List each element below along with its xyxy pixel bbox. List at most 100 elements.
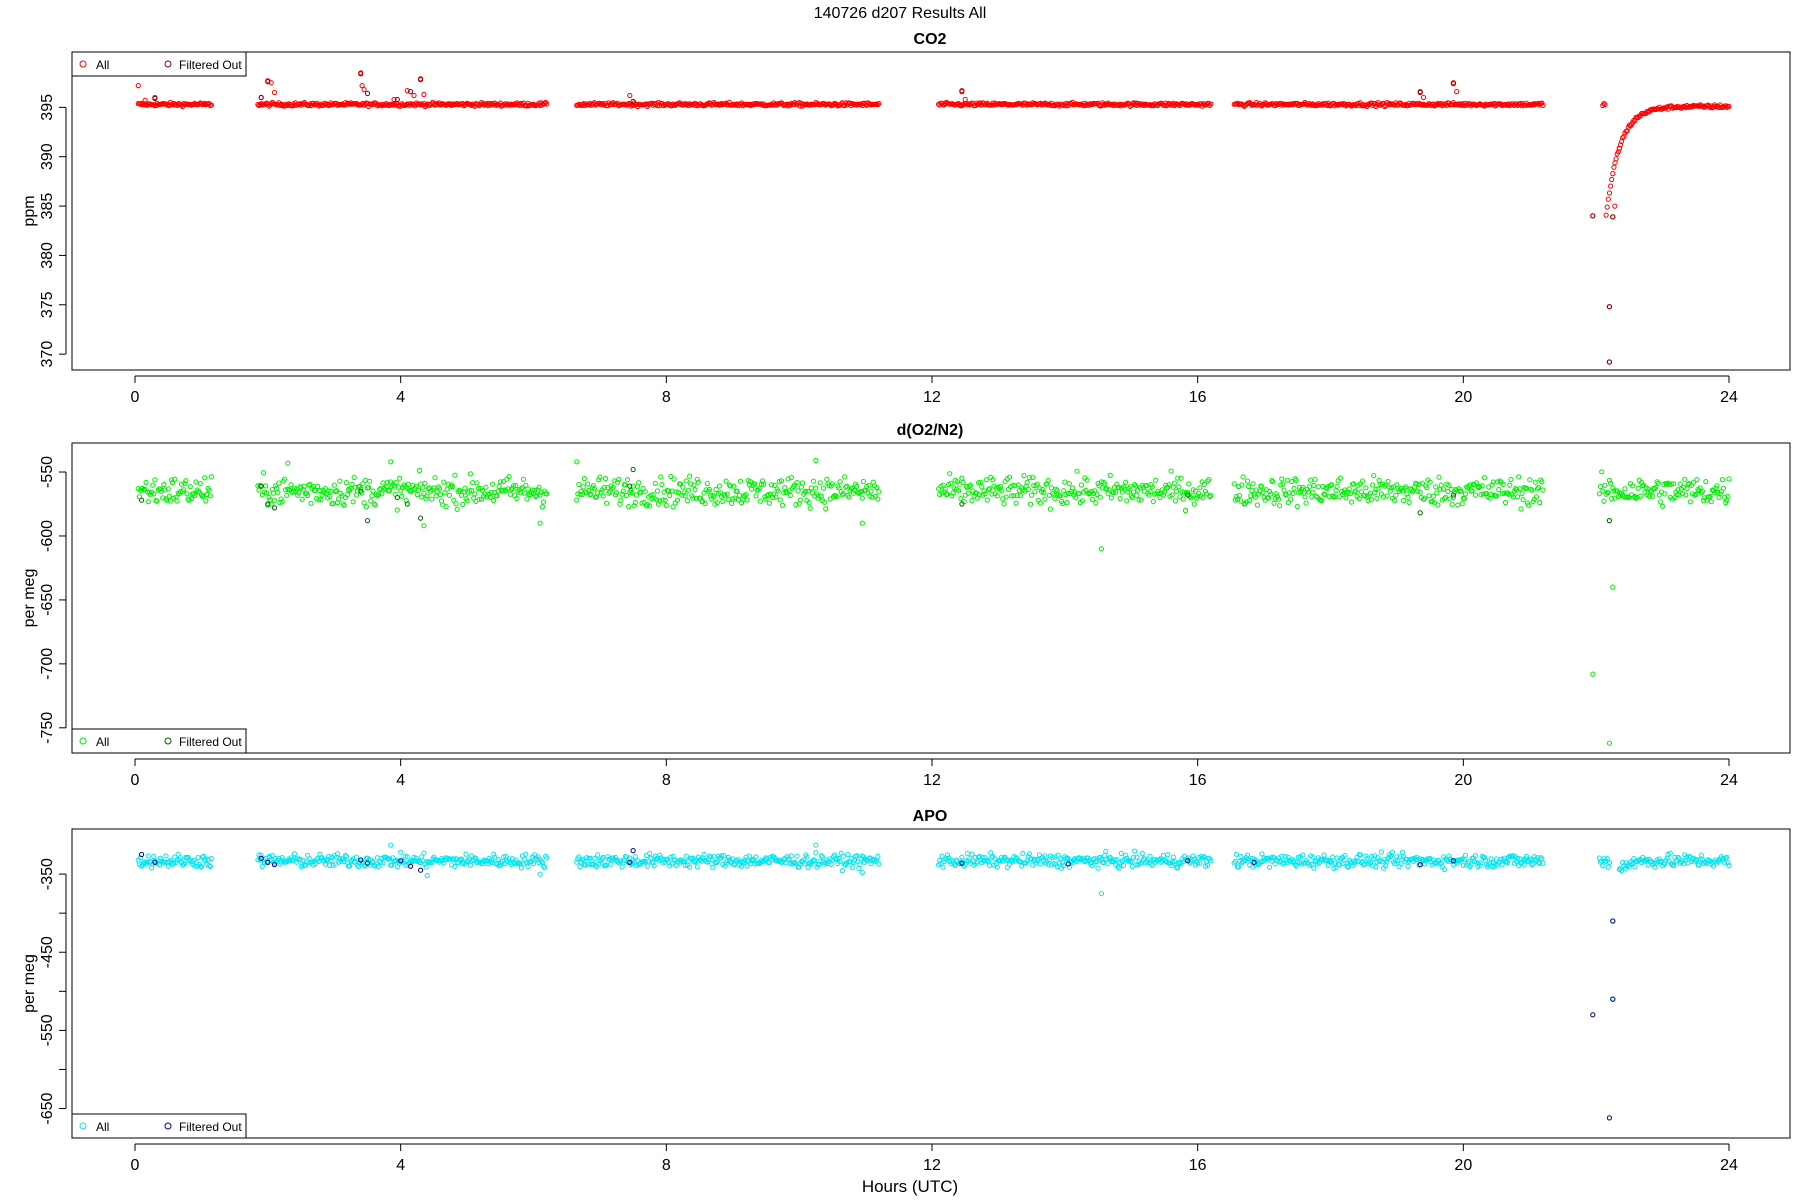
- point-all: [958, 496, 964, 502]
- point-filtered: [398, 858, 404, 864]
- point-all: [380, 860, 386, 866]
- point-all: [279, 499, 285, 505]
- point-all: [1309, 494, 1315, 500]
- point-all: [1114, 857, 1120, 863]
- point-all: [1294, 859, 1300, 865]
- point-all: [690, 495, 696, 501]
- point-all: [1657, 499, 1664, 505]
- point-all: [424, 493, 430, 499]
- point-all: [1346, 486, 1352, 492]
- point-all: [437, 492, 444, 498]
- point-all: [1506, 491, 1512, 497]
- point-all: [1136, 497, 1142, 503]
- point-all: [1376, 858, 1382, 865]
- point-all: [281, 476, 287, 482]
- point-all: [525, 864, 531, 870]
- point-all: [1521, 862, 1527, 868]
- point-all: [984, 497, 990, 503]
- point-all: [1606, 740, 1613, 746]
- point-all: [1014, 493, 1020, 499]
- point-all: [322, 861, 328, 867]
- point-all: [1722, 860, 1728, 866]
- point-all: [1531, 854, 1537, 860]
- point-all: [1169, 492, 1175, 498]
- point-all: [443, 504, 449, 510]
- point-all: [441, 860, 447, 866]
- point-all: [1170, 854, 1176, 860]
- point-all: [1489, 482, 1495, 488]
- point-all: [1540, 860, 1546, 866]
- point-all: [1668, 481, 1675, 487]
- x-tick-label: 0: [131, 1157, 140, 1174]
- point-all: [652, 480, 658, 486]
- point-all: [1098, 891, 1105, 897]
- point-all: [1725, 860, 1731, 866]
- point-all: [1325, 862, 1331, 869]
- point-all: [1456, 857, 1462, 863]
- point-all: [1671, 481, 1677, 487]
- point-all: [804, 854, 810, 860]
- point-all: [326, 853, 332, 860]
- point-all: [152, 477, 158, 483]
- point-all: [647, 850, 653, 857]
- point-all: [947, 471, 953, 477]
- point-all: [181, 861, 187, 867]
- point-all: [830, 102, 837, 108]
- point-all: [206, 487, 212, 493]
- point-all: [260, 470, 266, 476]
- point-all: [1454, 89, 1460, 95]
- point-filtered: [1065, 861, 1071, 867]
- point-all: [875, 102, 881, 108]
- point-all: [685, 487, 692, 493]
- point-all: [585, 481, 591, 487]
- point-all: [491, 851, 497, 857]
- point-all: [1128, 858, 1134, 864]
- point-all: [456, 487, 462, 493]
- point-filtered: [265, 79, 271, 85]
- point-all: [1414, 481, 1420, 487]
- point-all: [1671, 863, 1677, 869]
- point-all: [470, 480, 476, 486]
- point-all: [1258, 859, 1264, 865]
- point-all: [361, 87, 367, 93]
- x-tick-label: 8: [662, 389, 671, 406]
- point-all: [875, 853, 881, 860]
- point-all: [1277, 503, 1283, 509]
- point-all: [259, 863, 265, 870]
- point-all: [483, 484, 489, 490]
- point-all: [1288, 859, 1294, 865]
- point-all: [1129, 495, 1136, 501]
- point-filtered: [358, 488, 364, 494]
- point-all: [777, 497, 783, 503]
- point-all: [522, 490, 528, 496]
- point-all: [846, 494, 852, 500]
- point-all: [161, 481, 167, 488]
- point-all: [195, 855, 201, 861]
- point-all: [758, 481, 765, 487]
- point-all: [819, 854, 826, 860]
- data-points: [135, 457, 1732, 746]
- point-all: [1536, 484, 1542, 491]
- point-all: [460, 501, 466, 507]
- point-all: [829, 481, 836, 487]
- point-all: [1518, 506, 1524, 512]
- point-all: [623, 492, 630, 499]
- point-all: [1312, 476, 1318, 482]
- point-all: [1392, 861, 1398, 867]
- point-all: [1315, 484, 1321, 490]
- point-all: [818, 853, 824, 859]
- point-all: [1273, 491, 1279, 497]
- point-filtered: [1610, 996, 1616, 1002]
- point-all: [1352, 489, 1358, 495]
- point-all: [1612, 203, 1618, 209]
- point-all: [1149, 484, 1155, 490]
- point-all: [256, 487, 262, 493]
- point-all: [1387, 854, 1393, 860]
- point-all: [981, 488, 987, 494]
- point-all: [1130, 854, 1137, 861]
- point-all: [833, 493, 839, 499]
- point-all: [1093, 500, 1099, 506]
- point-all: [629, 489, 635, 496]
- point-all: [1481, 475, 1488, 481]
- point-all: [493, 860, 499, 866]
